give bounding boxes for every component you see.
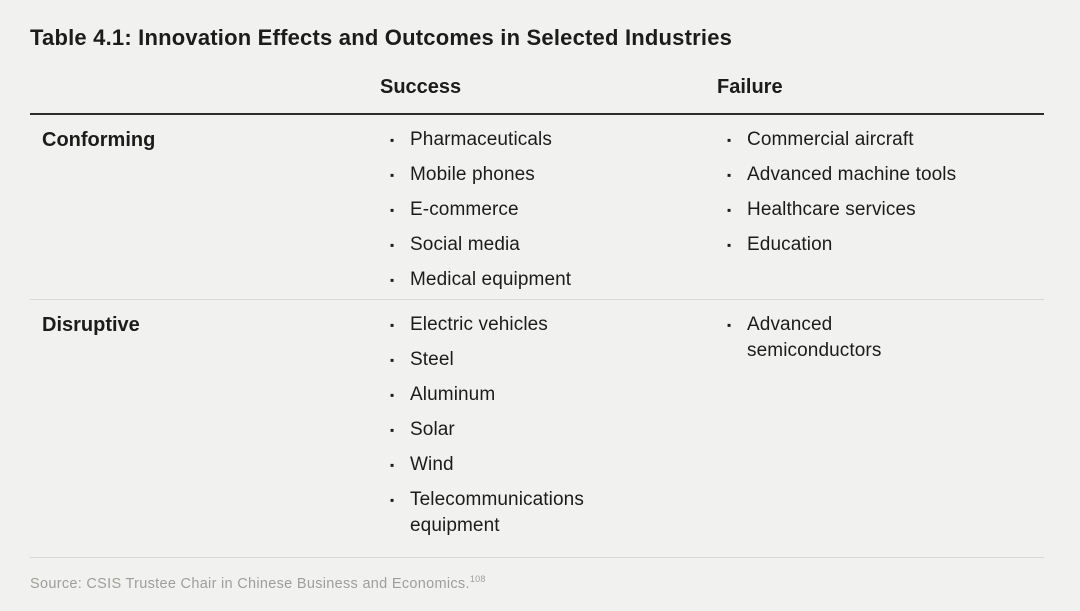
bullet-icon: ▪ xyxy=(390,203,395,217)
list-item-text: Wind xyxy=(410,454,454,475)
bullet-icon: ▪ xyxy=(390,388,395,402)
list-item-text: Solar xyxy=(410,419,455,440)
table-row-conforming: Conforming ▪ Pharmaceuticals ▪ Mobile phon… xyxy=(30,115,1044,300)
list-item-text: Steel xyxy=(410,349,454,370)
list-item: ▪ Commercial aircraft xyxy=(727,127,1044,153)
row-label-conforming: Conforming xyxy=(42,129,156,151)
bullet-icon: ▪ xyxy=(727,203,732,217)
row-label-disruptive: Disruptive xyxy=(42,314,140,336)
table-row-disruptive: Disruptive ▪ Electric vehicles ▪ Steel ▪ Al… xyxy=(30,300,1044,558)
source-line: Source: CSIS Trustee Chair in Chinese Bu… xyxy=(30,558,1044,594)
list-item-text: Electric vehicles xyxy=(410,314,548,335)
list-item: ▪ Solar xyxy=(390,417,717,443)
bullet-icon: ▪ xyxy=(390,458,395,472)
list-item-text: Education xyxy=(747,234,833,255)
bullet-icon: ▪ xyxy=(727,133,732,147)
list-item-text: Aluminum xyxy=(410,384,496,405)
bullet-icon: ▪ xyxy=(727,168,732,182)
list-item-text: Commercial aircraft xyxy=(747,129,914,150)
list-item-text: Telecommunications equipment xyxy=(410,489,584,536)
bullet-icon: ▪ xyxy=(390,353,395,367)
bullet-icon: ▪ xyxy=(390,318,395,332)
list-item: ▪ Advanced machine tools xyxy=(727,162,1044,188)
bullet-icon: ▪ xyxy=(727,238,732,252)
list-item: ▪ Advanced semiconductors xyxy=(727,312,1044,364)
list-item: ▪ Aluminum xyxy=(390,382,717,408)
bullet-icon: ▪ xyxy=(390,133,395,147)
bullet-icon: ▪ xyxy=(390,168,395,182)
conforming-success-list: ▪ Pharmaceuticals ▪ Mobile phones ▪ E-comme… xyxy=(380,127,717,293)
bullet-icon: ▪ xyxy=(390,423,395,437)
disruptive-failure-list: ▪ Advanced semiconductors xyxy=(717,312,1044,539)
list-item: ▪ Pharmaceuticals xyxy=(390,127,717,153)
list-item: ▪ Social media xyxy=(390,232,717,258)
bullet-icon: ▪ xyxy=(390,238,395,252)
list-item: ▪ Healthcare services xyxy=(727,197,1044,223)
list-item: ▪ Electric vehicles xyxy=(390,312,717,338)
list-item: ▪ Steel xyxy=(390,347,717,373)
list-item-text: Medical equipment xyxy=(410,269,572,290)
list-item-text: Healthcare services xyxy=(747,199,916,220)
list-item-text: Advanced machine tools xyxy=(747,164,957,185)
disruptive-success-list: ▪ Electric vehicles ▪ Steel ▪ Aluminum ▪ Sol… xyxy=(380,312,717,539)
list-item-text: Advanced semiconductors xyxy=(747,314,882,361)
list-item: ▪ Telecommunications equipment xyxy=(390,487,717,539)
table-title: Table 4.1: Innovation Effects and Outcom… xyxy=(30,25,733,50)
list-item: ▪ Education xyxy=(727,232,1044,258)
footnote-ref: 108 xyxy=(469,574,486,585)
bullet-icon: ▪ xyxy=(390,493,395,507)
column-header-failure: Failure xyxy=(717,76,783,98)
list-item: ▪ Medical equipment xyxy=(390,267,717,293)
list-item: ▪ Wind xyxy=(390,452,717,478)
conforming-failure-list: ▪ Commercial aircraft ▪ Advanced machine t… xyxy=(717,127,1044,293)
table-header-row: Success Failure xyxy=(30,74,1044,115)
list-item: ▪ E-commerce xyxy=(390,197,717,223)
list-item-text: Mobile phones xyxy=(410,164,535,185)
bullet-icon: ▪ xyxy=(390,273,395,287)
bullet-icon: ▪ xyxy=(727,318,732,332)
list-item-text: E-commerce xyxy=(410,199,519,220)
list-item-text: Social media xyxy=(410,234,520,255)
list-item-text: Pharmaceuticals xyxy=(410,129,552,150)
header-spacer-cell xyxy=(30,74,380,100)
source-text: Source: CSIS Trustee Chair in Chinese Bu… xyxy=(30,576,470,592)
column-header-success: Success xyxy=(380,76,462,98)
list-item: ▪ Mobile phones xyxy=(390,162,717,188)
